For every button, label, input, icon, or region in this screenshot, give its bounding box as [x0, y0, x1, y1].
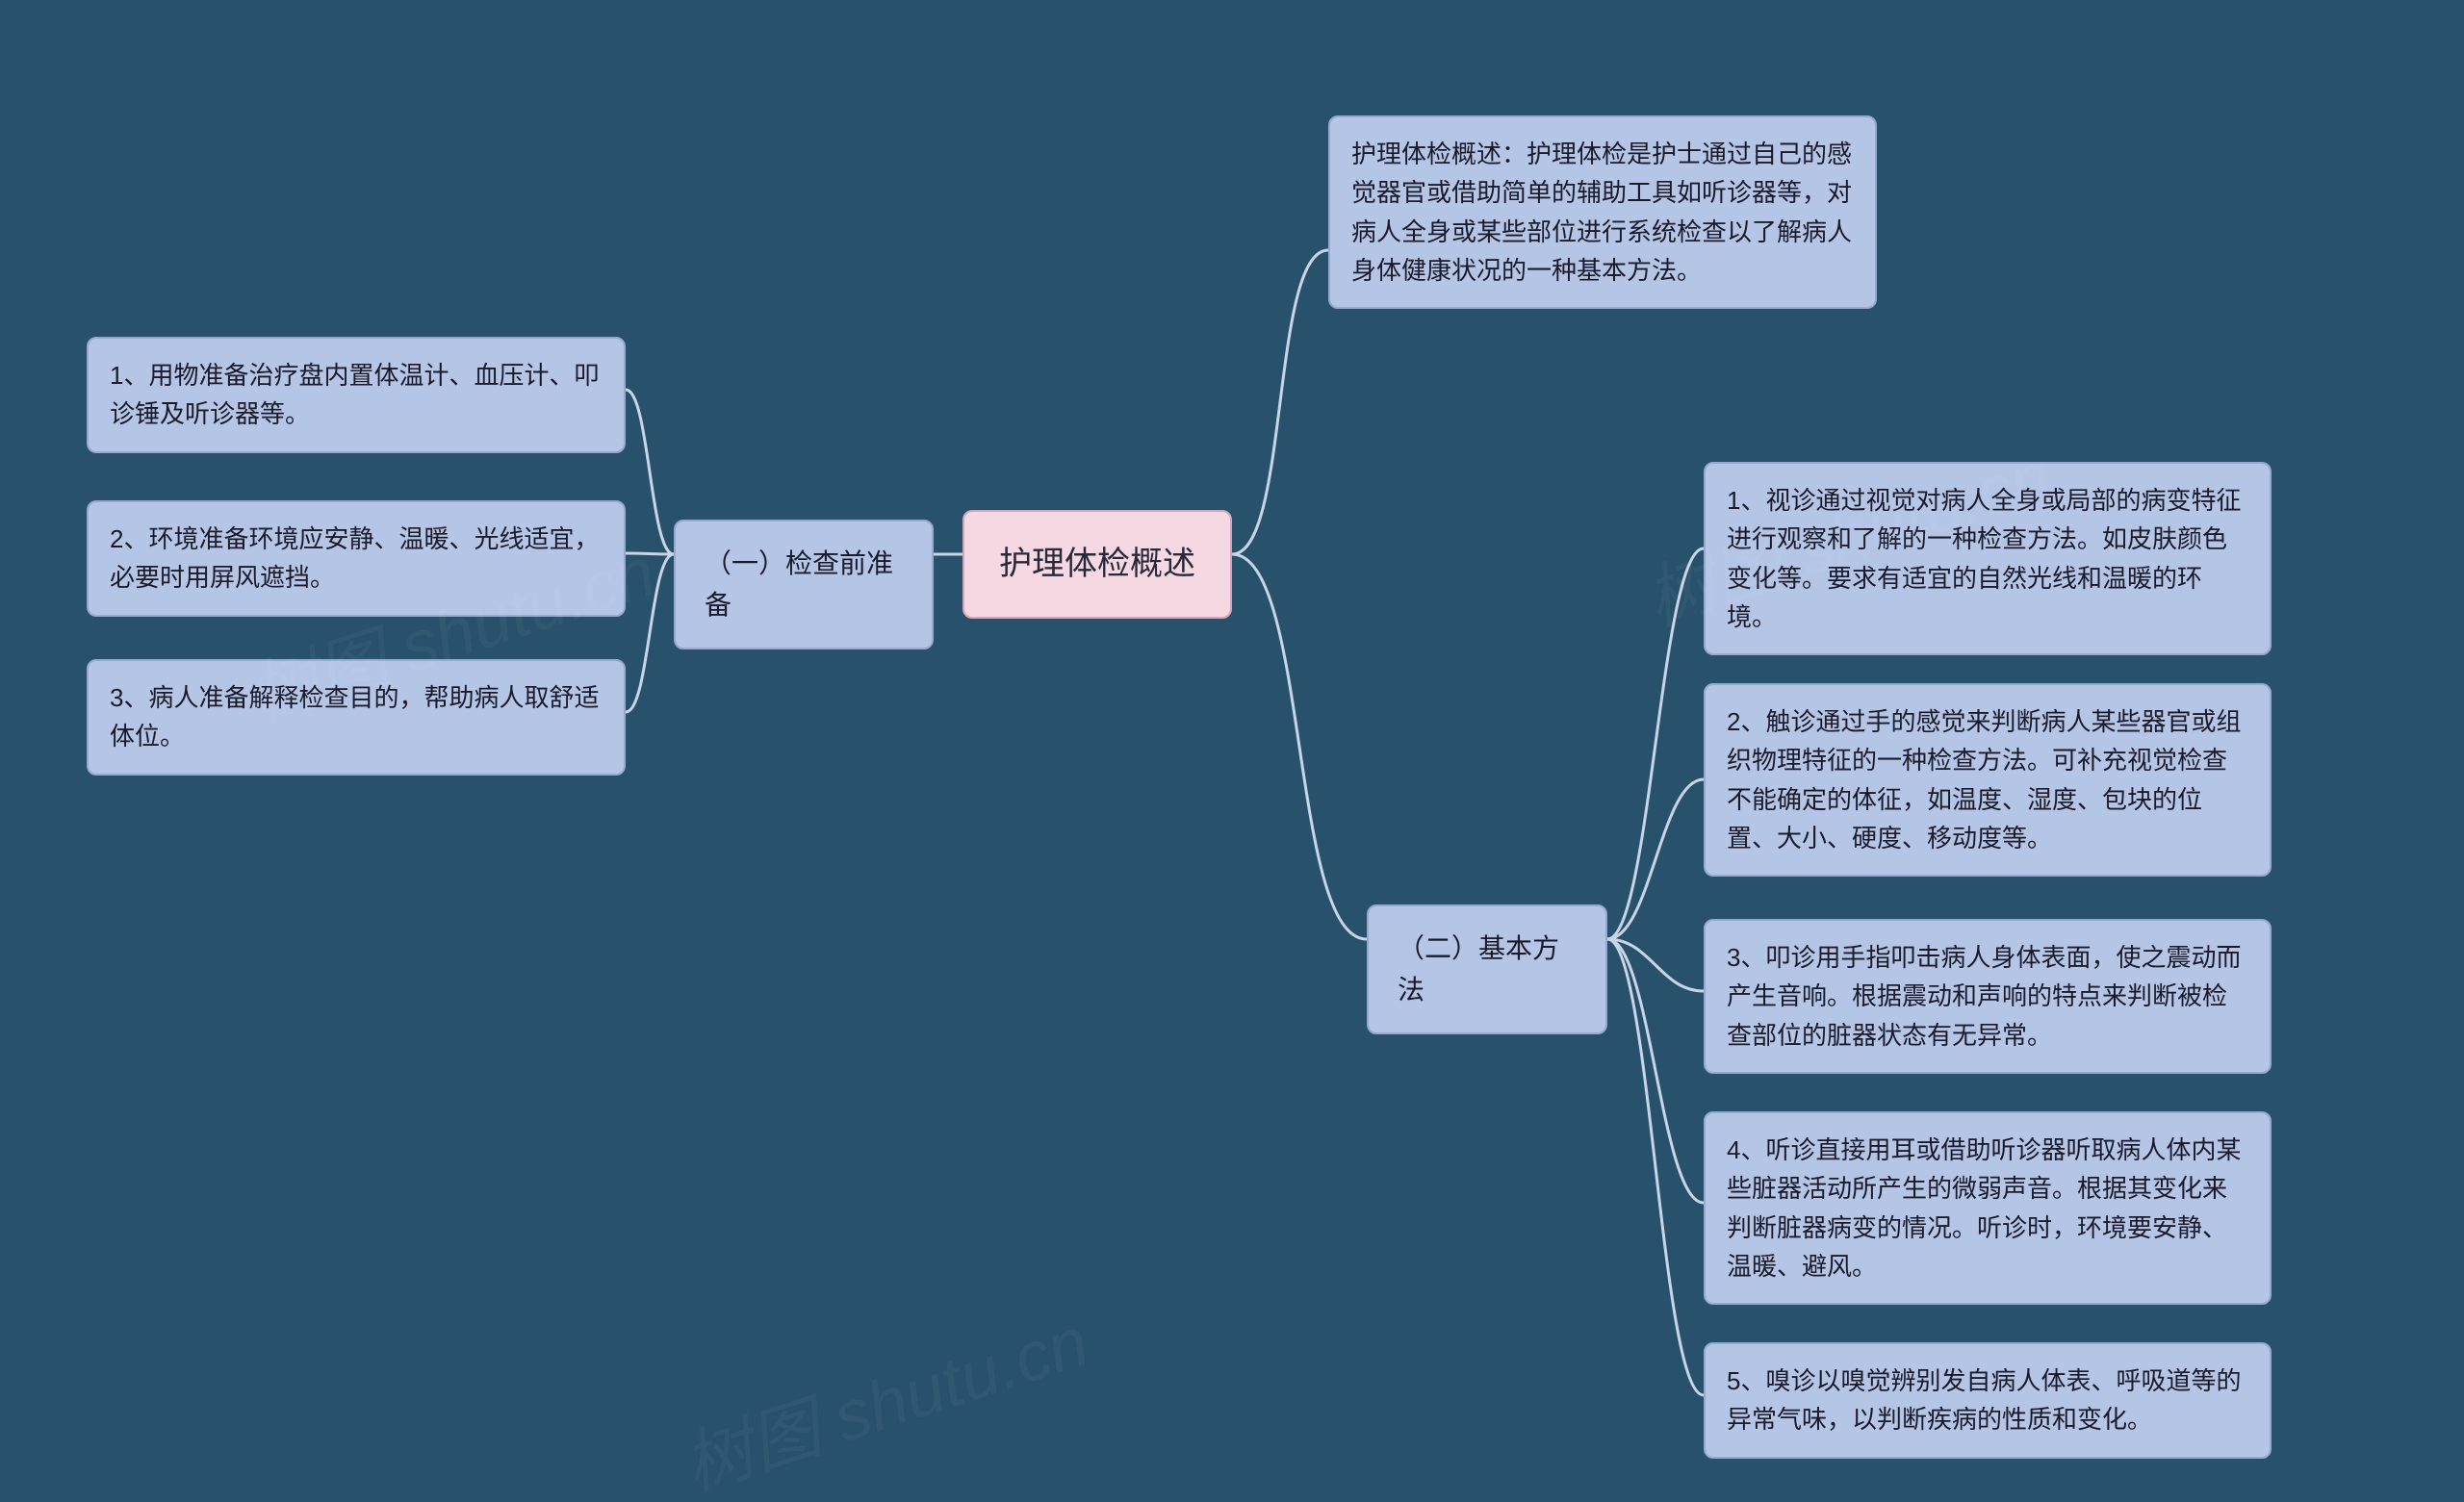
- overview-node: 护理体检概述：护理体检是护士通过自己的感觉器官或借助简单的辅助工具如听诊器等，对…: [1328, 115, 1877, 309]
- leaf-prep-1: 1、用物准备治疗盘内置体温计、血压计、叩诊锤及听诊器等。: [87, 337, 626, 453]
- leaf-prep-2: 2、环境准备环境应安静、温暖、光线适宜，必要时用屏风遮挡。: [87, 500, 626, 617]
- watermark: 树图 shutu.cn: [668, 1285, 1098, 1502]
- leaf-method-5: 5、嗅诊以嗅觉辨别发自病人体表、呼吸道等的异常气味，以判断疾病的性质和变化。: [1704, 1342, 2272, 1459]
- leaf-method-1: 1、视诊通过视觉对病人全身或局部的病变特征进行观察和了解的一种检查方法。如皮肤颜…: [1704, 462, 2272, 655]
- branch-methods: （二）基本方法: [1367, 904, 1607, 1034]
- root-node: 护理体检概述: [962, 510, 1232, 619]
- leaf-method-4: 4、听诊直接用耳或借助听诊器听取病人体内某些脏器活动所产生的微弱声音。根据其变化…: [1704, 1111, 2272, 1305]
- leaf-method-2: 2、触诊通过手的感觉来判断病人某些器官或组织物理特征的一种检查方法。可补充视觉检…: [1704, 683, 2272, 877]
- branch-preparation: （一）检查前准备: [674, 520, 934, 649]
- leaf-prep-3: 3、病人准备解释检查目的，帮助病人取舒适体位。: [87, 659, 626, 776]
- leaf-method-3: 3、叩诊用手指叩击病人身体表面，使之震动而产生音响。根据震动和声响的特点来判断被…: [1704, 919, 2272, 1074]
